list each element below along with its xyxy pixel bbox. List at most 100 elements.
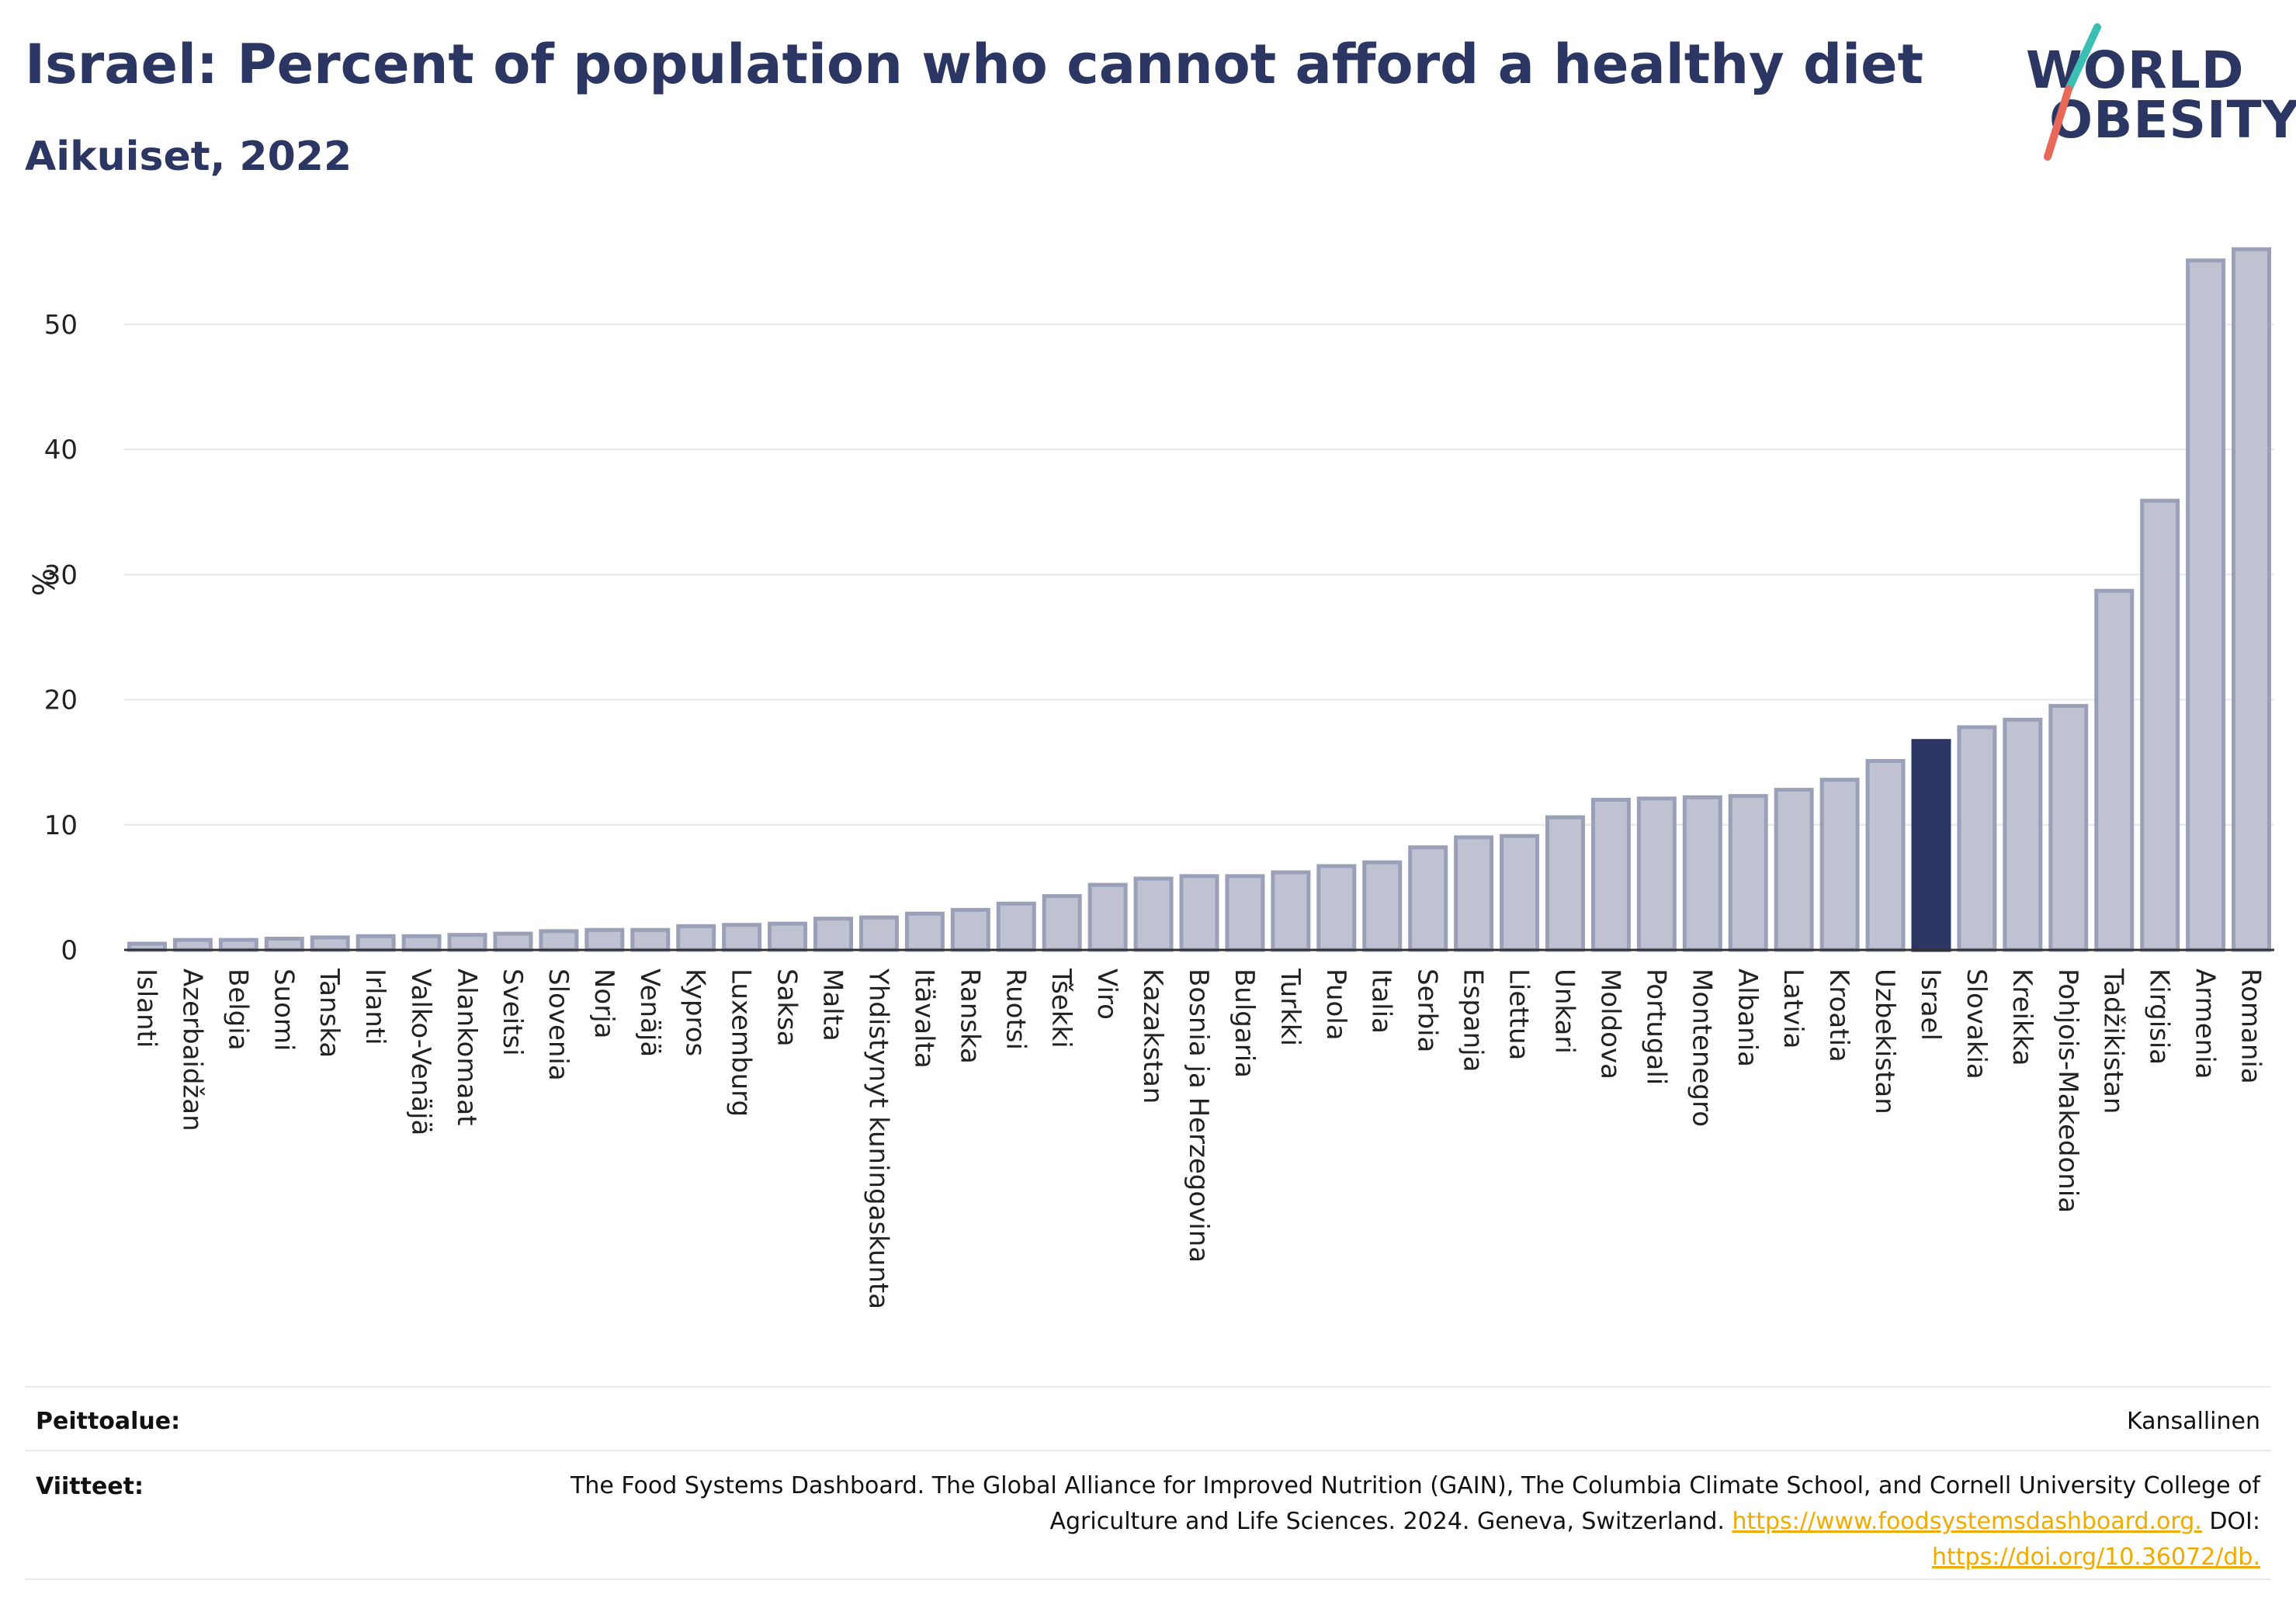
bar[interactable] <box>401 934 442 952</box>
bar[interactable] <box>1682 795 1722 952</box>
bar[interactable] <box>996 901 1036 952</box>
bar[interactable] <box>950 907 990 952</box>
bar[interactable] <box>768 921 808 952</box>
x-tick-label: Pohjois-Makedonia <box>2052 969 2083 1213</box>
bar[interactable] <box>539 929 579 952</box>
x-tick-label: Venäjä <box>634 969 665 1057</box>
bar[interactable] <box>1500 834 1540 952</box>
bar[interactable] <box>1179 874 1219 952</box>
bar[interactable] <box>676 924 716 952</box>
bar-highlight[interactable] <box>1911 739 1951 952</box>
x-tick-label: Latvia <box>1777 969 1809 1049</box>
bar-chart: 0 10 20 30 40 50% Islanti Azerbaidžan Belgia Suom… <box>27 247 2274 1309</box>
x-tick-label: Malta <box>817 969 848 1041</box>
references-label: Viitteet: <box>36 1473 144 1500</box>
x-tick-label: Albania <box>1732 969 1763 1067</box>
references-body: The Food Systems Dashboard. The Global A… <box>571 1472 2260 1535</box>
bar[interactable] <box>1408 845 1448 952</box>
bar[interactable] <box>630 927 671 952</box>
bar[interactable] <box>172 938 213 952</box>
y-tick-label: 0 <box>61 935 78 966</box>
logo-line-2: OBESITY <box>2049 90 2296 150</box>
x-tick-label: Azerbaidžan <box>176 969 207 1132</box>
world-obesity-logo[interactable]: WORLD OBESITY <box>2026 23 2296 163</box>
coverage-label: Peittoalue: <box>36 1408 181 1435</box>
x-tick-label: Tanska <box>314 968 345 1058</box>
x-tick-label: Liettua <box>1503 969 1535 1060</box>
bar[interactable] <box>1454 835 1494 952</box>
x-tick-label: Kreikka <box>2006 969 2038 1066</box>
foodsystems-link[interactable]: https://www.foodsystemsdashboard.org. <box>1732 1508 2202 1535</box>
bar[interactable] <box>2186 258 2226 952</box>
bar[interactable] <box>310 935 350 952</box>
bar[interactable] <box>493 931 533 952</box>
x-tick-label: Irlanti <box>359 969 390 1045</box>
x-tick-label: Yhdistynyt kuningaskunta <box>862 968 893 1309</box>
x-tick-label: Slovakia <box>1961 969 1992 1080</box>
bar[interactable] <box>1133 876 1174 952</box>
bar[interactable] <box>355 934 396 952</box>
bar[interactable] <box>813 917 853 952</box>
bar[interactable] <box>1590 798 1631 952</box>
x-tick-label: Bulgaria <box>1229 969 1260 1078</box>
x-tick-label: Israel <box>1915 969 1946 1041</box>
y-tick-label: 50 <box>44 310 78 341</box>
bar[interactable] <box>722 923 762 952</box>
x-tick-label: Tadžikistan <box>2098 968 2129 1114</box>
x-tick-label: Espanja <box>1458 969 1489 1072</box>
bar[interactable] <box>1774 788 1814 952</box>
bar[interactable] <box>2048 704 2089 952</box>
bar[interactable] <box>1957 725 1997 952</box>
bar[interactable] <box>1819 778 1860 952</box>
bar[interactable] <box>1316 864 1357 952</box>
x-tick-label: Kypros <box>680 969 711 1056</box>
x-tick-label: Belgia <box>222 969 253 1051</box>
bar[interactable] <box>2003 717 2043 952</box>
bar[interactable] <box>2140 498 2180 952</box>
coverage-value: Kansallinen <box>2126 1408 2260 1435</box>
bar[interactable] <box>1728 794 1768 952</box>
x-tick-label: Alankomaat <box>451 969 482 1126</box>
x-tick-label: Italia <box>1366 969 1397 1034</box>
bar[interactable] <box>1545 815 1585 952</box>
x-tick-label: Valko-Venäjä <box>405 969 436 1135</box>
bar[interactable] <box>584 927 625 952</box>
bar[interactable] <box>904 911 945 952</box>
bar[interactable] <box>264 936 304 952</box>
bar[interactable] <box>1042 894 1082 952</box>
bar[interactable] <box>2094 588 2135 952</box>
bar[interactable] <box>1225 874 1265 952</box>
y-tick-label: 20 <box>44 685 78 716</box>
bar[interactable] <box>1087 882 1128 952</box>
x-tick-label: Uzbekistan <box>1869 969 1900 1114</box>
x-tick-label: Suomi <box>268 969 299 1052</box>
bar[interactable] <box>858 915 899 952</box>
x-tick-label: Turkki <box>1275 968 1306 1046</box>
x-tick-label: Slovenia <box>543 969 574 1081</box>
x-tick-label: Kirgisia <box>2144 969 2175 1065</box>
y-tick-label: 10 <box>44 810 78 841</box>
x-tick-label: Sveitsi <box>497 969 528 1056</box>
x-tick-label: Montenegro <box>1686 969 1717 1127</box>
x-tick-label: Moldova <box>1594 969 1625 1080</box>
y-axis-label: % <box>27 568 61 596</box>
bar[interactable] <box>2232 247 2272 952</box>
bar[interactable] <box>1362 860 1403 952</box>
footer-divider-bottom <box>25 1579 2271 1580</box>
chart-title: Israel: Percent of population who cannot… <box>25 33 1924 96</box>
x-tick-label: Itävalta <box>908 969 939 1069</box>
y-tick-label: 30 <box>44 560 78 591</box>
x-tick-label: Romania <box>2235 969 2267 1084</box>
bar[interactable] <box>218 938 258 952</box>
bar[interactable] <box>447 933 487 952</box>
x-tick-label: Islanti <box>130 969 161 1048</box>
bar[interactable] <box>1865 759 1906 952</box>
x-tick-label: Viro <box>1091 969 1122 1020</box>
x-tick-label: Norja <box>588 969 619 1039</box>
bar[interactable] <box>1636 796 1677 952</box>
logo-line-1: WORLD <box>2026 40 2245 100</box>
x-tick-label: Armenia <box>2190 969 2221 1080</box>
bar[interactable] <box>1271 870 1311 952</box>
x-tick-label: Puola <box>1320 969 1351 1041</box>
doi-link[interactable]: https://doi.org/10.36072/db. <box>1932 1544 2260 1571</box>
